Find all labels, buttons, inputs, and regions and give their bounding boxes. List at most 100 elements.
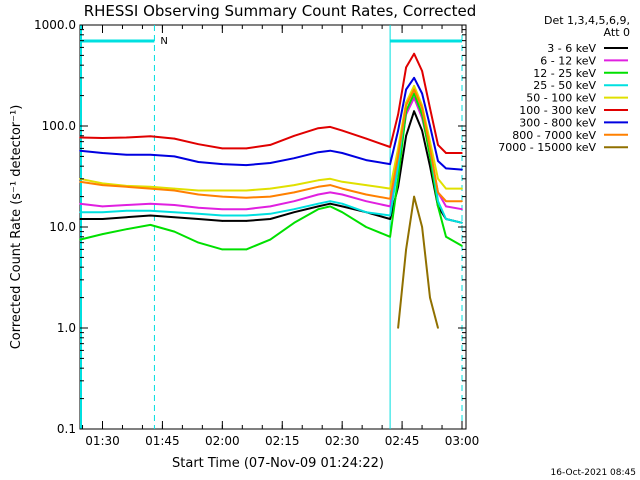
legend-label: 800 - 7000 keV — [512, 129, 596, 142]
series-point — [245, 147, 248, 150]
series-point — [79, 211, 81, 213]
y-tick-label: 1000.0 — [34, 18, 76, 32]
series-point — [341, 205, 344, 208]
series-point — [221, 195, 224, 198]
series-point — [341, 193, 344, 196]
chart-title: RHESSI Observing Summary Count Rates, Co… — [84, 2, 477, 20]
series-point — [413, 195, 415, 198]
legend-label: 12 - 25 keV — [533, 67, 596, 80]
series-point — [341, 187, 344, 190]
legend-label: 7000 - 15000 keV — [498, 141, 596, 154]
series-point — [173, 204, 176, 206]
series-point — [461, 222, 463, 224]
y-axis: 1000.0 100.0 10.0 1.0 0.1 — [34, 18, 466, 436]
series-point — [429, 165, 431, 167]
series-point — [365, 226, 367, 228]
series-point — [221, 248, 224, 251]
series-point — [421, 70, 423, 72]
series-point — [429, 147, 431, 150]
series-point — [245, 248, 248, 251]
legend-label: 3 - 6 keV — [547, 42, 596, 55]
series-point — [173, 155, 176, 158]
series-point — [317, 127, 320, 129]
series-point — [101, 233, 104, 235]
series-point — [405, 66, 407, 69]
series-point — [437, 178, 439, 180]
series-point — [197, 161, 200, 163]
legend-label: 25 - 50 keV — [533, 79, 596, 92]
series-point — [461, 187, 463, 190]
series-point — [197, 218, 200, 220]
series-point — [413, 110, 415, 112]
series-point — [269, 213, 272, 215]
series-point — [149, 186, 152, 188]
series-point — [437, 160, 439, 162]
series-point — [269, 205, 272, 208]
series-point — [421, 107, 423, 109]
series-point — [245, 164, 248, 166]
series-point — [317, 151, 320, 153]
series-point — [173, 137, 176, 140]
series-point — [365, 159, 367, 161]
series-point — [329, 178, 332, 180]
series-point — [293, 211, 296, 213]
series-point — [437, 327, 439, 329]
series-point — [101, 152, 104, 154]
legend-label: 300 - 800 keV — [519, 116, 596, 129]
legend-label: 6 - 12 keV — [540, 54, 596, 67]
series-point — [269, 218, 272, 220]
series-point — [329, 184, 332, 186]
series-point — [101, 211, 104, 213]
series-point — [445, 205, 447, 208]
series-point — [197, 143, 200, 145]
series-point — [79, 181, 81, 183]
series-point — [101, 218, 104, 220]
series-point — [221, 220, 224, 222]
legend-header: Det 1,3,4,5,6,9,Att 0 — [544, 14, 630, 39]
series-point — [245, 189, 248, 192]
series-point — [461, 152, 463, 154]
series-point — [445, 187, 447, 190]
series-point — [245, 208, 248, 210]
series-point — [389, 187, 391, 190]
series-point — [389, 214, 391, 217]
series-point — [365, 193, 367, 196]
series-point — [269, 162, 272, 164]
series-point — [437, 205, 439, 208]
series-point — [437, 144, 439, 146]
series-point — [317, 202, 320, 205]
series-point — [125, 186, 128, 188]
series-point — [125, 209, 128, 212]
series-point — [317, 186, 320, 188]
series-point — [149, 224, 152, 226]
series-point — [329, 149, 332, 152]
series-point — [79, 136, 81, 139]
y-tick-label: 100.0 — [42, 119, 76, 133]
series-point — [173, 187, 176, 190]
series-point — [125, 136, 128, 139]
x-tick-label: 02:30 — [325, 434, 360, 448]
series-point — [445, 152, 447, 154]
legend-label: 50 - 100 keV — [526, 92, 596, 105]
series-point — [365, 200, 367, 202]
series-point — [413, 92, 415, 95]
series-point — [149, 209, 152, 212]
x-tick-label: 02:00 — [205, 434, 240, 448]
series-point — [413, 97, 415, 99]
series-point — [293, 222, 296, 224]
series-point — [221, 147, 224, 150]
series-point — [389, 146, 391, 148]
series-point — [269, 187, 272, 190]
series-point — [405, 135, 407, 137]
series-point — [173, 189, 176, 192]
series-point — [149, 214, 152, 217]
series-point — [197, 213, 200, 215]
series-point — [421, 129, 423, 132]
series-point — [125, 228, 128, 230]
x-axis-label: Start Time (07-Nov-09 01:24:22) — [172, 456, 384, 471]
series-point — [269, 144, 272, 146]
x-tick-label: 03:00 — [445, 434, 480, 448]
series-point — [365, 184, 367, 186]
